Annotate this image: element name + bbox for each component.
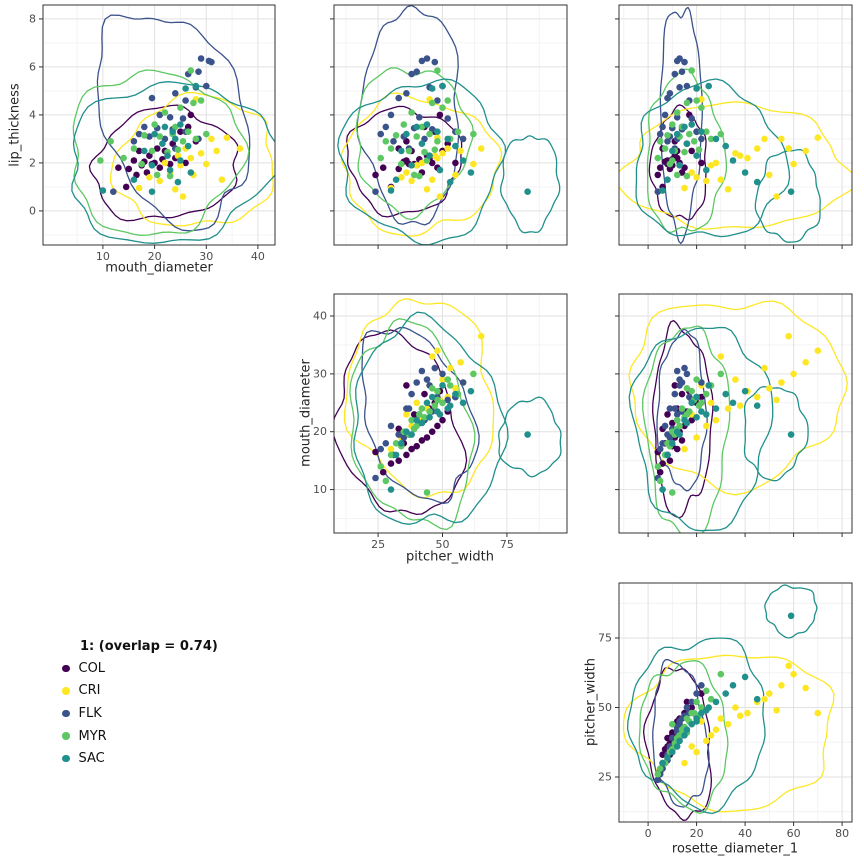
svg-text:50: 50 <box>598 701 612 714</box>
legend: 1: (overlap = 0.74) COL CRI FLK MYR SAC <box>58 637 218 770</box>
panel-mr <box>615 293 853 537</box>
svg-text:30: 30 <box>313 367 327 380</box>
svg-text:0: 0 <box>645 827 652 840</box>
svg-text:4: 4 <box>29 108 36 121</box>
svg-text:40: 40 <box>313 310 327 323</box>
x-axis-title-pitcher-width: pitcher_width <box>405 549 495 565</box>
legend-title: 1: (overlap = 0.74) <box>80 639 218 654</box>
legend-item-sac: SAC <box>58 747 218 770</box>
svg-text:60: 60 <box>787 827 801 840</box>
panel-br: 0 20 40 60 80 25 50 75 <box>598 582 853 841</box>
scatter-points <box>97 55 244 200</box>
density-contours <box>337 5 561 245</box>
density-contours <box>334 298 562 531</box>
axis-ticks: 25 50 75 10 20 30 40 <box>313 310 514 552</box>
legend-item-flk: FLK <box>58 702 218 725</box>
svg-text:40: 40 <box>251 250 265 263</box>
panel-tm <box>330 4 568 249</box>
legend-item-label: SAC <box>78 751 105 767</box>
axis-ticks <box>615 18 843 249</box>
axis-ticks <box>615 315 843 537</box>
svg-text:20: 20 <box>690 827 704 840</box>
scatter-points <box>654 612 822 784</box>
flk-swatch-icon <box>62 709 70 718</box>
svg-text:10: 10 <box>96 250 110 263</box>
y-axis-title-pitcher-width: pitcher_width <box>583 657 599 747</box>
legend-item-label: CRI <box>78 683 101 699</box>
svg-text:20: 20 <box>313 425 327 438</box>
myr-swatch-icon <box>62 732 70 740</box>
scatter-points <box>372 332 531 496</box>
panel-mm: 25 50 75 10 20 30 40 <box>313 293 568 552</box>
density-contours <box>622 584 835 821</box>
svg-text:50: 50 <box>436 538 450 551</box>
legend-item-label: COL <box>78 660 106 676</box>
svg-text:25: 25 <box>598 771 612 784</box>
legend-item-label: FLK <box>78 705 102 721</box>
svg-text:20: 20 <box>148 250 162 263</box>
svg-text:25: 25 <box>371 538 385 551</box>
panel-tl: 10 20 30 40 0 2 4 6 8 <box>29 4 276 263</box>
axis-ticks: 0 20 40 60 80 25 50 75 <box>598 632 849 841</box>
legend-item-label: MYR <box>78 728 107 744</box>
svg-text:6: 6 <box>29 60 36 73</box>
scatter-points <box>372 55 531 200</box>
axis-ticks <box>330 18 508 249</box>
svg-text:40: 40 <box>738 827 752 840</box>
legend-item-col: COL <box>58 657 218 680</box>
scatter-points <box>654 332 822 496</box>
sac-swatch-icon <box>62 754 70 763</box>
svg-text:0: 0 <box>29 204 36 217</box>
svg-text:10: 10 <box>313 483 327 496</box>
svg-text:2: 2 <box>29 156 36 169</box>
svg-text:75: 75 <box>500 538 514 551</box>
svg-text:80: 80 <box>835 827 849 840</box>
legend-item-myr: MYR <box>58 725 218 748</box>
scatter-points <box>654 55 822 200</box>
panel-tr <box>615 4 853 249</box>
y-axis-title-mouth-diameter: mouth_diameter <box>298 359 314 467</box>
axis-ticks: 10 20 30 40 0 2 4 6 8 <box>29 12 265 263</box>
cri-swatch-icon <box>62 687 70 695</box>
x-axis-title-rosette-diameter: rosette_diameter_1 <box>671 841 799 857</box>
svg-text:75: 75 <box>598 632 612 645</box>
legend-item-cri: CRI <box>58 680 218 703</box>
svg-text:30: 30 <box>199 250 213 263</box>
x-axis-title-mouth-diameter: mouth_diameter <box>105 260 213 276</box>
col-swatch-icon <box>62 664 70 673</box>
density-contours <box>628 300 848 533</box>
svg-text:8: 8 <box>29 12 36 25</box>
y-axis-title-lip-thickness: lip_thickness <box>7 83 23 167</box>
